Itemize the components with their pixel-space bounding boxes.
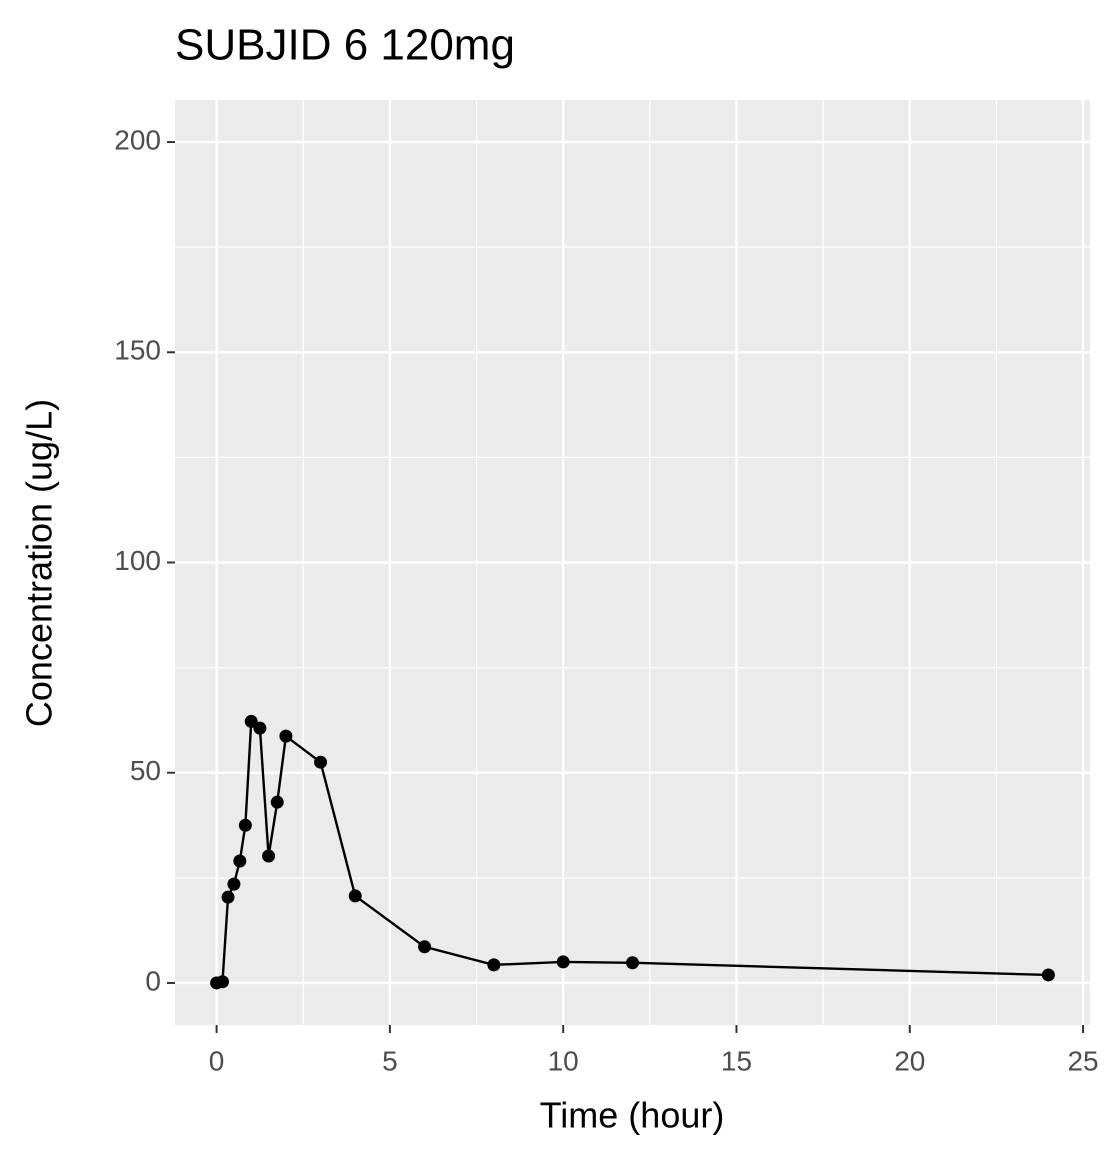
point (221, 890, 235, 904)
y-tick-label: 0 (145, 965, 161, 996)
point (1041, 968, 1055, 982)
point (418, 940, 432, 954)
point (227, 877, 241, 891)
x-tick-label: 15 (721, 1045, 752, 1076)
point (487, 958, 501, 972)
chart-title: SUBJID 6 120mg (175, 21, 515, 70)
point (270, 795, 284, 809)
y-tick-label: 100 (114, 545, 161, 576)
point (215, 975, 229, 989)
point (626, 956, 639, 970)
y-tick-label: 50 (130, 755, 161, 786)
point (556, 955, 570, 969)
point (314, 755, 328, 769)
y-tick-label: 150 (114, 335, 161, 366)
x-tick-label: 0 (209, 1045, 225, 1076)
point (253, 721, 267, 735)
point (238, 818, 252, 832)
x-axis-title: Time (hour) (540, 1095, 725, 1136)
point (348, 889, 362, 903)
x-tick-label: 20 (894, 1045, 925, 1076)
point (262, 849, 276, 863)
point (279, 729, 293, 743)
x-tick-label: 5 (382, 1045, 398, 1076)
y-axis-title: Concentration (ug/L) (19, 399, 60, 727)
y-tick-label: 200 (114, 124, 161, 155)
point (233, 854, 247, 868)
x-tick-label: 10 (548, 1045, 579, 1076)
x-tick-label: 25 (1067, 1045, 1098, 1076)
